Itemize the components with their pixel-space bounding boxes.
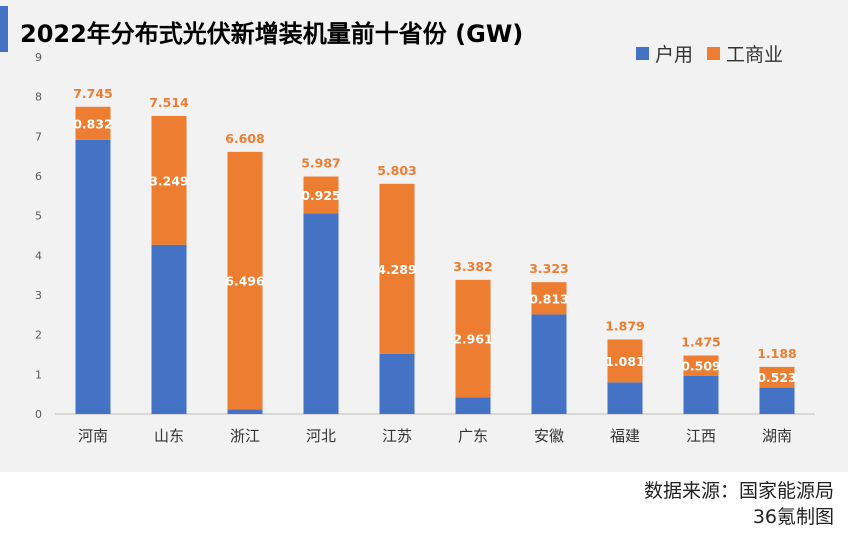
bar-commercial	[455, 279, 491, 398]
y-tick-label: 5	[35, 210, 42, 223]
data-label-total: 3.323	[529, 261, 569, 276]
bar-household	[227, 409, 263, 414]
data-label-total: 1.475	[681, 334, 721, 349]
bar-household	[303, 213, 339, 414]
credit-note: 36氪制图	[752, 506, 834, 528]
bar-commercial	[379, 183, 415, 354]
legend-label-household: 户用	[655, 44, 694, 66]
bar-commercial	[683, 355, 719, 376]
chart-panel: 2022年分布式光伏新增装机量前十省份 (GW) 户用 工商业 0 1 2 3 4 5 6 7…	[0, 0, 848, 472]
x-tick-label: 河北	[306, 427, 336, 445]
bar-household	[379, 353, 415, 414]
data-label-total: 5.987	[301, 156, 341, 171]
data-label-total: 7.745	[73, 86, 113, 101]
bar-household	[455, 397, 491, 414]
y-tick-label: 8	[35, 91, 42, 104]
data-label-commercial: 2.961	[453, 332, 493, 347]
bar-commercial	[607, 339, 643, 383]
data-label-total: 5.803	[377, 163, 417, 178]
y-tick-label: 9	[35, 51, 42, 64]
data-label-commercial: 0.509	[681, 359, 721, 374]
bar-household	[75, 139, 111, 414]
x-tick-label: 浙江	[230, 427, 260, 445]
chart-title: 2022年分布式光伏新增装机量前十省份 (GW)	[20, 20, 524, 48]
legend-item-household: 户用	[636, 40, 693, 67]
data-label-commercial: 3.249	[149, 173, 189, 188]
legend-label-commercial: 工商业	[726, 44, 784, 66]
y-tick-label: 6	[35, 170, 42, 183]
data-label-commercial: 0.813	[529, 291, 569, 306]
data-label-total: 3.382	[453, 259, 493, 274]
bar-household	[151, 244, 187, 414]
x-tick-label: 湖南	[762, 427, 792, 445]
bar-household	[607, 382, 643, 414]
x-tick-label: 江西	[686, 427, 716, 445]
x-tick-label: 安徽	[534, 427, 564, 445]
data-label-commercial: 0.523	[757, 370, 797, 385]
y-tick-label: 3	[35, 289, 42, 302]
bar-commercial	[303, 176, 339, 214]
source-note: 数据来源：国家能源局	[643, 480, 834, 502]
bar-commercial	[151, 115, 187, 245]
x-tick-label: 江苏	[382, 427, 412, 445]
y-tick-label: 4	[35, 249, 42, 262]
bar-commercial	[531, 282, 567, 315]
x-tick-label: 山东	[154, 427, 184, 445]
bar-household	[531, 314, 567, 414]
bar-commercial	[759, 366, 795, 388]
y-tick-label: 1	[35, 368, 42, 381]
bar-household	[683, 375, 719, 414]
data-label-commercial: 6.496	[225, 274, 265, 289]
title-accent-bar	[0, 6, 8, 52]
data-label-total: 1.188	[757, 346, 797, 361]
data-label-total: 1.879	[605, 318, 645, 333]
data-label-total: 6.608	[225, 131, 265, 146]
x-tick-label: 广东	[458, 427, 488, 445]
data-label-commercial: 0.925	[301, 188, 341, 203]
bar-household	[759, 387, 795, 414]
x-tick-label: 河南	[78, 427, 108, 445]
legend: 户用 工商业	[636, 40, 783, 67]
y-tick-label: 7	[35, 130, 42, 143]
legend-swatch-household	[636, 47, 649, 60]
y-tick-label: 2	[35, 329, 42, 342]
data-label-total: 7.514	[149, 95, 189, 110]
y-tick-label: 0	[35, 408, 42, 421]
bar-commercial	[75, 106, 111, 140]
stacked-bar-chart: 0 1 2 3 4 5 6 7 8 9 0.832 7.745 河南 3.249 7.514 山东 6.496 6…	[35, 51, 815, 445]
data-label-commercial: 4.289	[377, 262, 417, 277]
legend-item-commercial: 工商业	[707, 40, 783, 67]
x-tick-label: 福建	[610, 427, 640, 445]
bar-commercial	[227, 151, 263, 410]
data-label-commercial: 0.832	[73, 116, 113, 131]
data-label-commercial: 1.081	[605, 354, 645, 369]
legend-swatch-commercial	[707, 47, 721, 60]
